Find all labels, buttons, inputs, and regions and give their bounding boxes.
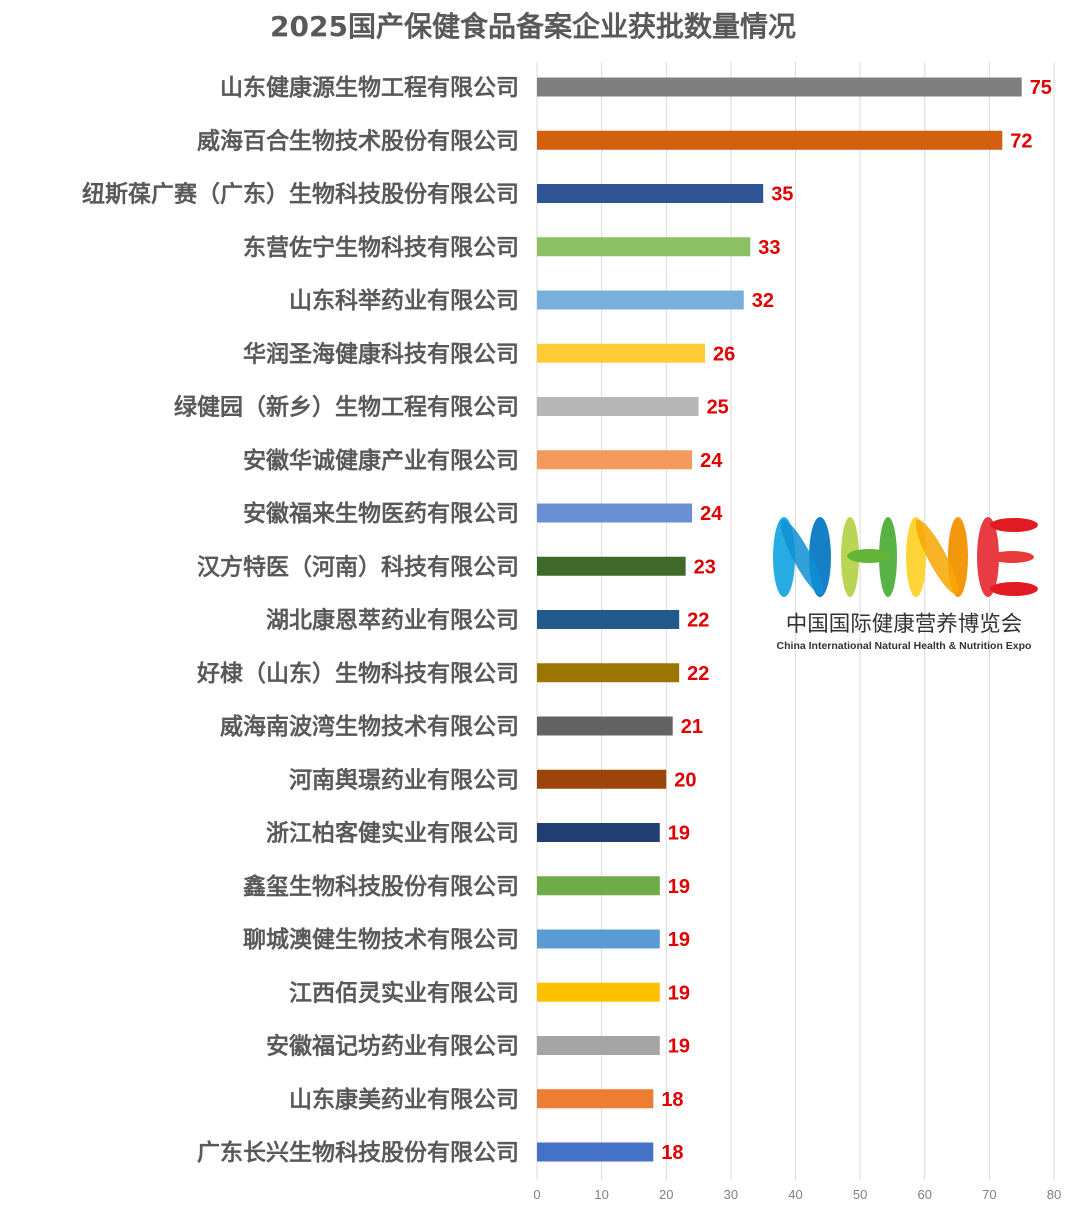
logo-name-cn: 中国国际健康营养博览会 — [786, 612, 1023, 637]
nhne-logo: 中国国际健康营养博览会 China International Natural … — [773, 517, 1038, 652]
bar — [537, 503, 693, 523]
value-label: 26 — [713, 343, 735, 365]
nhne-logo-mark — [773, 517, 1038, 597]
bar — [537, 876, 660, 896]
value-label: 19 — [668, 1036, 690, 1058]
value-label: 19 — [668, 823, 690, 845]
value-labels: 75 72 35 33 32 26 25 24 24 23 22 22 21 20 19 19 19 19 19 18… — [661, 77, 1052, 1164]
bar — [537, 1089, 654, 1109]
category-label: 纽斯葆广赛（广东）生物科技股份有限公司 — [82, 181, 519, 208]
bar — [537, 397, 699, 416]
logo-name-en: China International Natural Health & Nut… — [777, 640, 1032, 652]
bar — [537, 982, 660, 1002]
bar — [537, 769, 667, 789]
bar — [537, 290, 744, 310]
value-label: 22 — [687, 663, 709, 685]
bar — [537, 184, 764, 203]
bar — [537, 716, 673, 736]
x-tick-label: 70 — [982, 1187, 996, 1202]
bar — [537, 556, 686, 576]
bar — [537, 237, 751, 257]
value-label: 24 — [700, 503, 723, 525]
value-label: 22 — [687, 610, 709, 632]
value-label: 19 — [668, 982, 690, 1004]
bar — [537, 130, 1003, 150]
value-label: 19 — [668, 929, 690, 951]
category-label: 安徽福来生物医药有限公司 — [243, 500, 519, 527]
x-axis-ticks: 0 10 20 30 40 50 60 70 80 — [533, 1187, 1061, 1202]
category-label: 东营佐宁生物科技有限公司 — [243, 234, 519, 261]
category-label: 山东健康源生物工程有限公司 — [220, 74, 519, 101]
value-label: 35 — [771, 184, 793, 206]
category-labels: 山东健康源生物工程有限公司威海百合生物技术股份有限公司纽斯葆广赛（广东）生物科技… — [82, 74, 519, 1166]
category-label: 汉方特医（河南）科技有限公司 — [197, 553, 519, 580]
x-tick-label: 10 — [594, 1187, 608, 1202]
category-label: 华润圣海健康科技有限公司 — [243, 340, 519, 367]
bar — [537, 663, 680, 683]
category-label: 江西佰灵实业有限公司 — [289, 979, 519, 1006]
value-label: 18 — [661, 1142, 683, 1164]
category-label: 湖北康恩萃药业有限公司 — [266, 607, 519, 634]
category-label: 好棣（山东）生物科技有限公司 — [196, 660, 519, 687]
bar — [537, 610, 680, 629]
category-label: 安徽福记坊药业有限公司 — [266, 1033, 519, 1060]
value-label: 20 — [674, 769, 696, 791]
bar — [537, 343, 706, 363]
category-label: 浙江柏客健实业有限公司 — [266, 820, 519, 847]
category-label: 山东康美药业有限公司 — [289, 1086, 519, 1113]
bars — [537, 77, 1022, 1162]
category-label: 安徽华诚健康产业有限公司 — [243, 447, 519, 474]
chart-title: 2025国产保健食品备案企业获批数量情况 — [270, 10, 796, 43]
bar — [537, 1142, 654, 1162]
category-label: 山东科举药业有限公司 — [289, 287, 519, 314]
bar — [537, 1036, 660, 1055]
value-label: 21 — [681, 716, 703, 738]
x-tick-label: 0 — [533, 1187, 540, 1202]
category-label: 绿健园（新乡）生物工程有限公司 — [174, 394, 519, 421]
x-tick-label: 40 — [788, 1187, 802, 1202]
bar — [537, 823, 660, 842]
value-label: 75 — [1030, 77, 1052, 99]
value-label: 19 — [668, 876, 690, 898]
bar — [537, 450, 693, 470]
value-label: 23 — [694, 556, 716, 578]
category-label: 鑫玺生物科技股份有限公司 — [242, 873, 519, 900]
x-tick-label: 60 — [918, 1187, 932, 1202]
category-label: 威海百合生物技术股份有限公司 — [197, 127, 519, 154]
category-label: 广东长兴生物科技股份有限公司 — [197, 1139, 519, 1166]
category-label: 聊城澳健生物技术有限公司 — [243, 926, 519, 953]
value-label: 72 — [1010, 130, 1032, 152]
value-label: 33 — [758, 237, 780, 259]
x-tick-label: 20 — [659, 1187, 673, 1202]
x-tick-label: 80 — [1047, 1187, 1061, 1202]
category-label: 威海南波湾生物技术有限公司 — [220, 713, 519, 740]
category-label: 河南舆璟药业有限公司 — [289, 766, 519, 793]
value-label: 25 — [707, 397, 729, 419]
bar — [537, 77, 1022, 97]
x-tick-label: 50 — [853, 1187, 867, 1202]
value-label: 24 — [700, 450, 723, 472]
x-tick-label: 30 — [724, 1187, 738, 1202]
value-label: 18 — [661, 1089, 683, 1111]
bar — [537, 929, 660, 949]
value-label: 32 — [752, 290, 774, 312]
